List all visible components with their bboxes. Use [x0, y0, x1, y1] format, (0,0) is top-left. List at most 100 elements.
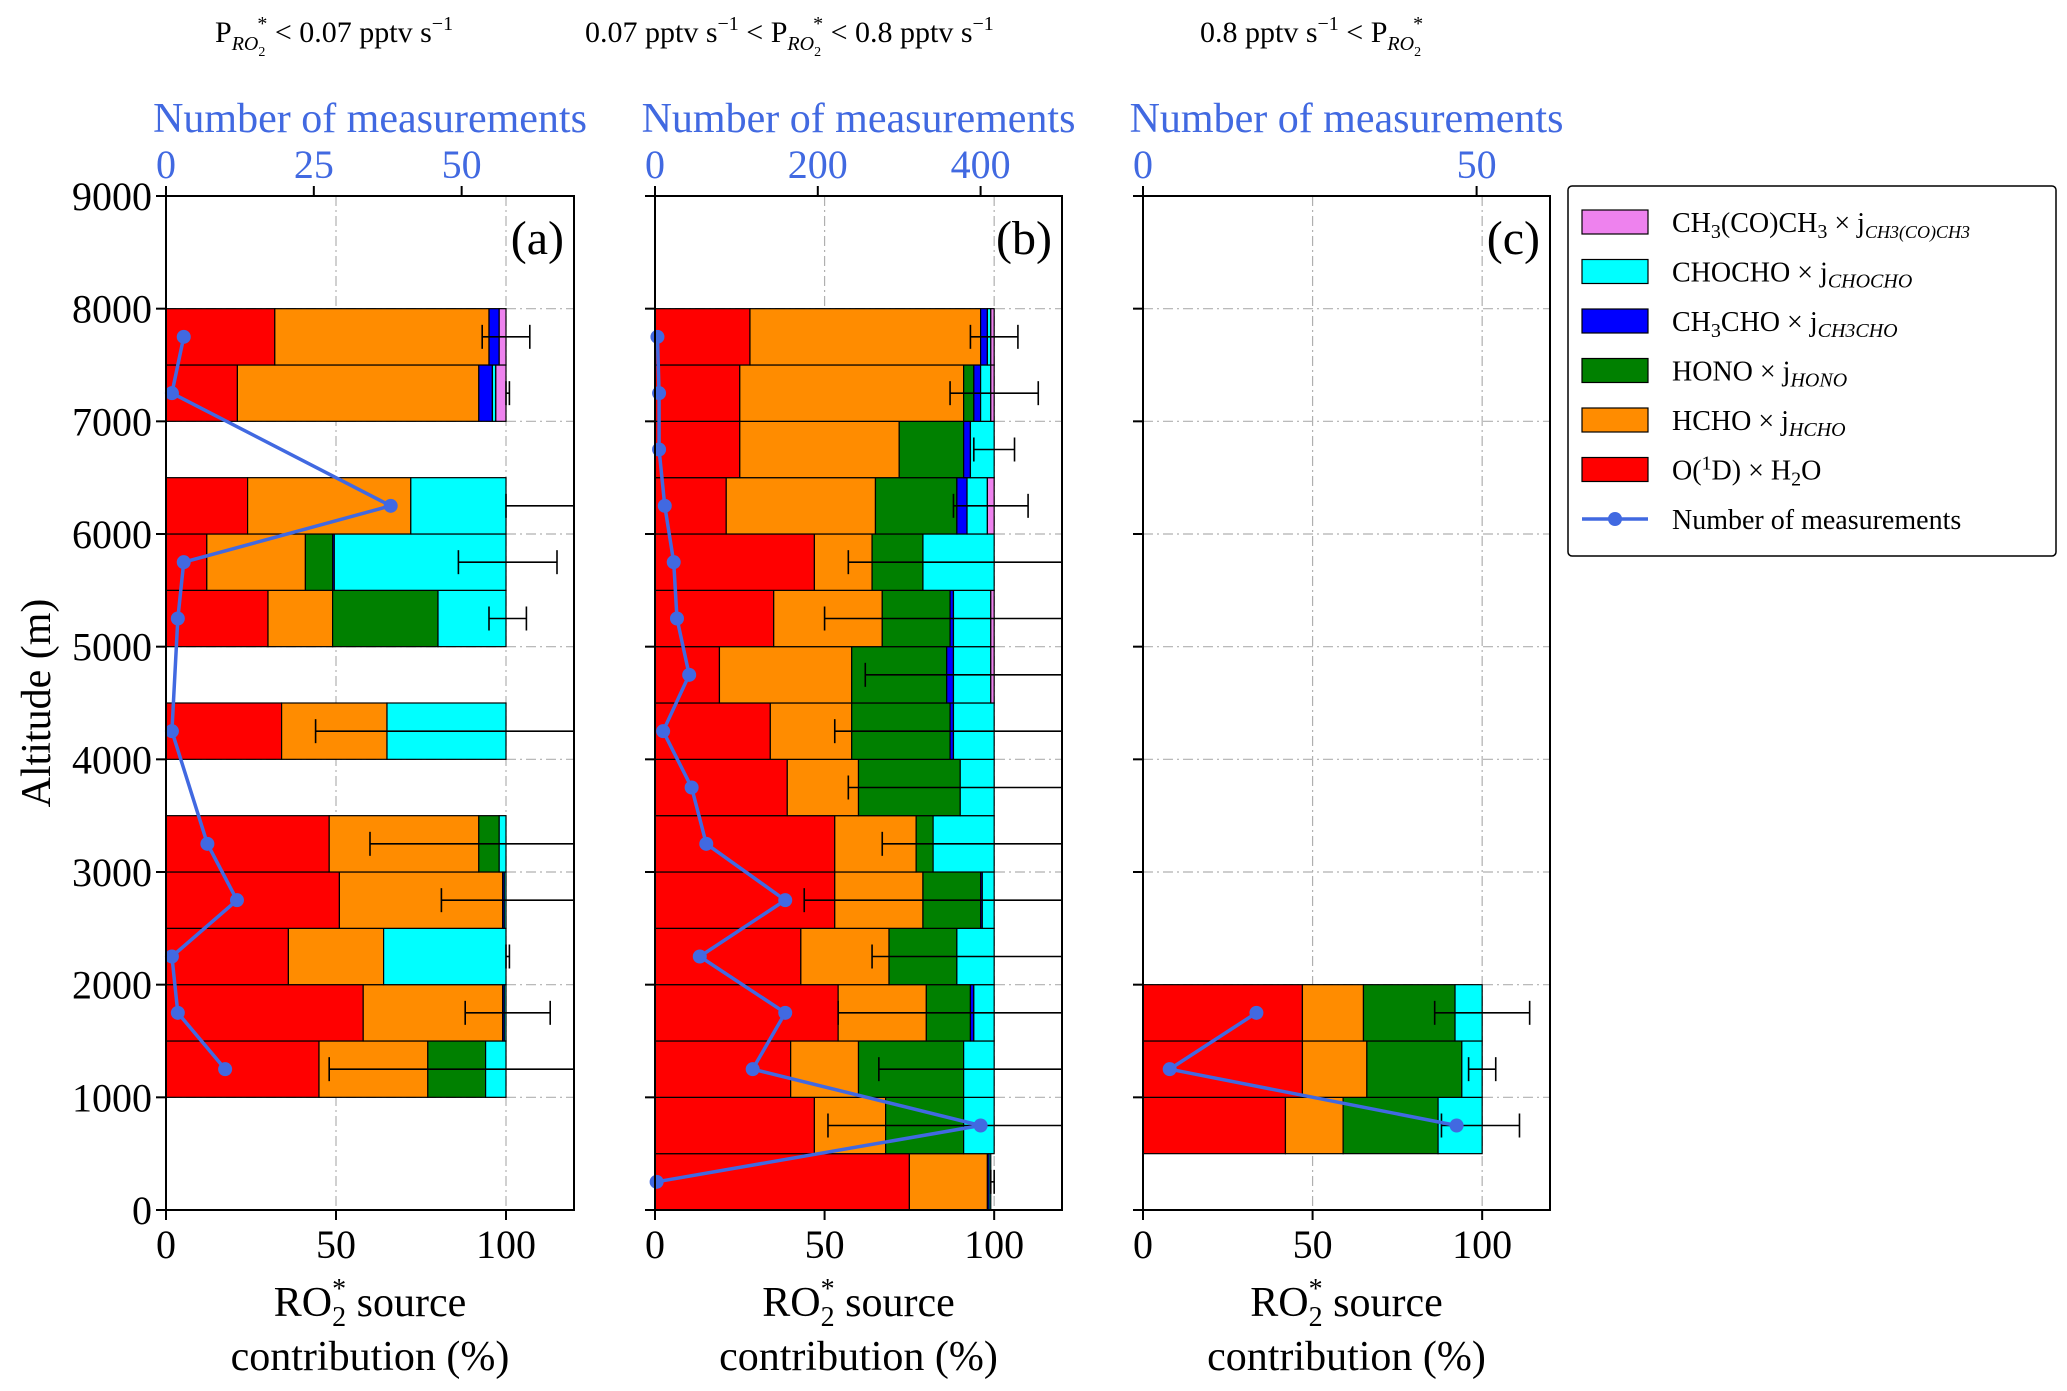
measurement-point — [745, 1062, 760, 1077]
stacked-bars — [1142, 984, 1531, 1155]
y-tick-label: 0 — [132, 1188, 152, 1233]
legend-swatch-o1d — [1581, 456, 1649, 483]
measurement-point — [164, 949, 179, 964]
x-axis-title-line2: contribution (%) — [1207, 1334, 1486, 1380]
y-tick-label: 3000 — [72, 850, 152, 895]
legend-swatch-hono — [1581, 357, 1649, 384]
y-axis-title: Altitude (m) — [14, 599, 60, 808]
measurement-point — [778, 1005, 793, 1020]
x-tick-label: 50 — [805, 1222, 845, 1267]
header-text: 0.07 pptv s — [585, 16, 718, 49]
x-axis-title-main: RO — [762, 1280, 820, 1326]
bar-segment-o1d — [654, 758, 788, 817]
top-axis-title: Number of measurements — [1130, 96, 1564, 142]
bar-segment-o1d — [165, 1040, 320, 1098]
bar-segment-hcho — [287, 927, 385, 986]
x-tick-label: 100 — [1452, 1222, 1512, 1267]
measurement-point — [1162, 1062, 1177, 1077]
bar-segment-o1d — [165, 702, 283, 760]
bar-segment-o1d — [654, 1096, 816, 1155]
panel-label: (a) — [511, 212, 564, 265]
y-tick-label: 9000 — [72, 174, 152, 219]
header-sup: * — [813, 13, 823, 35]
bar-segment-hono — [332, 589, 439, 648]
bar-segment-o1d — [165, 984, 364, 1042]
x-axis-title-sub: 2 — [1309, 1302, 1323, 1333]
header-exp: −1 — [432, 13, 453, 35]
y-tick-label: 5000 — [72, 625, 152, 670]
x-axis-title-line2: contribution (%) — [719, 1334, 998, 1380]
bar-segment-o1d — [654, 1153, 910, 1211]
header-range-low: PRO2 * < 0.07 pptv s−1 — [215, 13, 453, 60]
measurement-point — [684, 780, 699, 795]
x-axis-title-rest: source — [835, 1280, 955, 1326]
bar-segment-hcho — [718, 646, 853, 704]
bar-segment-o1d — [654, 1040, 792, 1098]
header-sub: RO — [786, 33, 814, 55]
measurement-series — [1162, 1005, 1464, 1133]
measurement-point — [1249, 1005, 1264, 1020]
legend-swatch-ch3coch3 — [1581, 209, 1649, 235]
header-sup: * — [1413, 13, 1423, 35]
legend-marker — [1608, 512, 1622, 526]
header-text: 0.8 pptv s — [1200, 16, 1318, 49]
x-tick-label: 0 — [1133, 1222, 1153, 1267]
header-text: < 0.07 pptv s — [267, 16, 431, 49]
bar-segment-ch3cho — [963, 420, 972, 479]
bar-segment-hcho — [267, 589, 334, 648]
bar-segment-hcho — [739, 364, 965, 422]
bar-segment-hcho — [739, 420, 900, 479]
measurement-point — [176, 555, 191, 570]
y-tick-label: 8000 — [72, 287, 152, 332]
x-axis-title-sup: * — [821, 1274, 835, 1305]
header-subsub: 2 — [1414, 45, 1421, 60]
measurement-point — [649, 1174, 664, 1189]
header-text: < P — [739, 16, 788, 49]
top-tick-label: 50 — [442, 142, 482, 187]
bar-segment-hono — [1366, 1040, 1463, 1098]
bar-segment-ch3cho — [478, 364, 493, 422]
legend-label-ch3cho: CH3CHO × jCH3CHO — [1672, 307, 1898, 342]
header-subsub: 2 — [258, 45, 265, 60]
legend-label-ch3coch3: CH3(CO)CH3 × jCH3(CO)CH3 — [1672, 208, 1970, 243]
header-sup: * — [257, 13, 267, 35]
bar-segment-o1d — [654, 308, 751, 366]
bar-segment-chocho — [383, 927, 507, 986]
measurement-series — [649, 329, 988, 1189]
legend-frame — [1567, 185, 2057, 557]
measurement-point — [669, 611, 684, 626]
x-tick-label: 0 — [645, 1222, 665, 1267]
bar-segment-o1d — [165, 927, 290, 986]
header-sub: RO — [231, 33, 259, 55]
measurement-line — [655, 336, 982, 1184]
legend-label-hcho: HCHO × jHCHO — [1672, 406, 1846, 441]
y-tick-label: 7000 — [72, 399, 152, 444]
x-tick-label: 0 — [156, 1222, 176, 1267]
header-text: < 0.8 pptv s — [823, 16, 972, 49]
header-exp: −1 — [718, 13, 739, 35]
measurement-point — [229, 893, 244, 908]
bar-segment-o1d — [165, 815, 330, 873]
y-axis: 0 1000 2000 3000 4000 5000 6000 7000 8000 9000 Alt… — [14, 174, 166, 1233]
bar-segment-o1d — [165, 477, 249, 535]
measurement-point — [200, 836, 215, 851]
measurement-point — [973, 1118, 988, 1133]
measurement-point — [164, 386, 179, 401]
measurement-point — [692, 949, 707, 964]
measurement-point — [656, 724, 671, 739]
header-text: P — [215, 16, 232, 49]
bar-segment-hono — [874, 477, 958, 535]
bar-segment-hcho — [908, 1153, 988, 1211]
measurement-point — [170, 1005, 185, 1020]
x-tick-label: 100 — [964, 1222, 1024, 1267]
plot-frame — [1142, 195, 1551, 1211]
top-tick-label: 50 — [1457, 142, 1497, 187]
measurement-point — [657, 498, 672, 513]
